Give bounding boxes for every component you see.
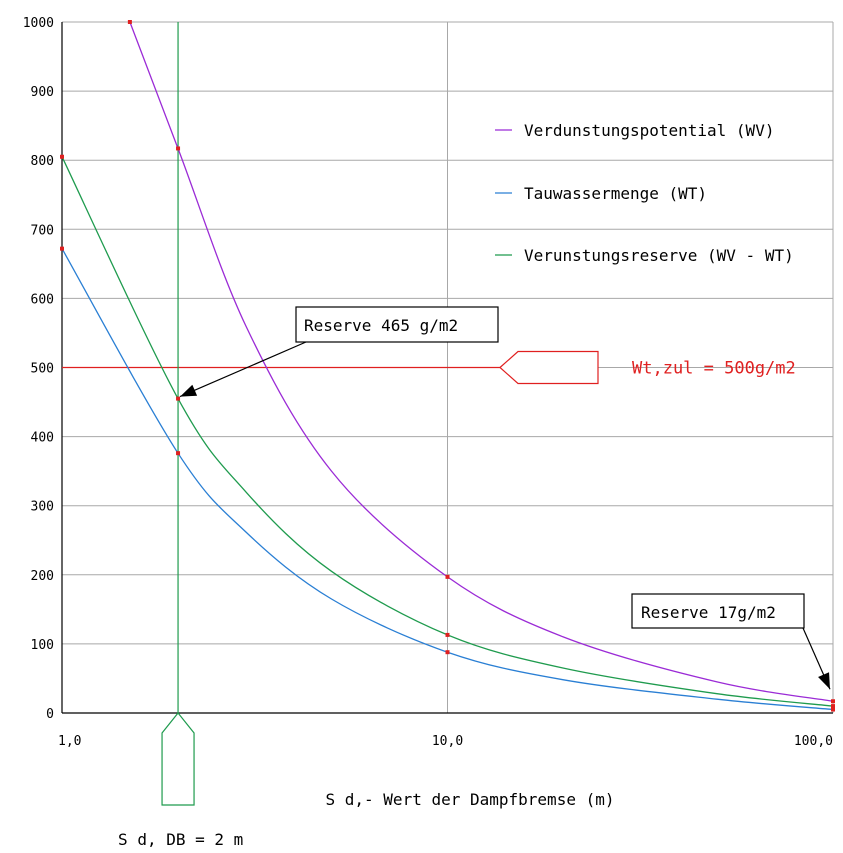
data-point-marker: [176, 146, 181, 151]
y-tick-label: 1000: [23, 16, 54, 31]
series-line-2: [61, 156, 834, 707]
legend-label-2: Verunstungsreserve (WV - WT): [524, 246, 794, 265]
y-tick-label: 800: [31, 154, 54, 169]
data-point-marker: [176, 451, 181, 456]
y-tick-label: 200: [31, 569, 54, 584]
y-tick-label: 100: [31, 638, 54, 653]
y-tick-label: 500: [31, 362, 54, 377]
sd-db-label: S d, DB = 2 m: [118, 830, 243, 849]
series-group: [61, 21, 834, 711]
x-tick-label: 1,0: [58, 734, 81, 749]
data-point-marker: [60, 154, 64, 159]
series-line-0: [129, 21, 834, 702]
annotation-arrowhead-reserve-465: [180, 384, 198, 397]
reference-lines: Wt,zul = 500g/m2 S d, DB = 2 m: [62, 22, 796, 849]
tick-labels: 0 100 200 300 400 500 600 700 800 900 1000 1,0 10,0 1…: [23, 16, 833, 749]
data-point-marker: [831, 704, 835, 709]
data-point-marker: [127, 20, 132, 24]
limit-line-label: Wt,zul = 500g/m2: [632, 359, 796, 379]
annotation-text-reserve-17: Reserve 17g/m2: [641, 603, 776, 622]
annotations: Reserve 465 g/m2 Reserve 17g/m2: [179, 306, 831, 690]
x-tick-label: 10,0: [432, 734, 463, 749]
annotation-box-reserve-17: [631, 593, 805, 629]
data-point-marker: [60, 246, 64, 251]
data-point-marker: [831, 699, 835, 704]
y-tick-label: 300: [31, 500, 54, 515]
markers-group: [60, 20, 835, 712]
data-point-marker: [445, 632, 450, 637]
y-tick-label: 900: [31, 85, 54, 100]
data-point-marker: [176, 396, 181, 401]
data-point-marker: [445, 574, 450, 579]
x-axis-label: S d,- Wert der Dampfbremse (m): [326, 790, 615, 809]
y-tick-label: 0: [46, 707, 54, 722]
legend: Verdunstungspotential (WV) Tauwassermenge…: [495, 121, 794, 265]
legend-label-1: Tauwassermenge (WT): [524, 184, 707, 203]
series-line-1: [61, 248, 834, 711]
annotation-box-reserve-465: [295, 306, 499, 343]
y-tick-label: 600: [31, 292, 54, 307]
annotation-arrowhead-reserve-17: [818, 672, 830, 690]
annotation-arrow-reserve-465: [179, 341, 307, 398]
y-tick-label: 400: [31, 431, 54, 446]
x-tick-label: 100,0: [794, 734, 833, 749]
annotation-text-reserve-465: Reserve 465 g/m2: [304, 316, 458, 335]
y-tick-label: 700: [31, 223, 54, 238]
limit-line-arrow-box: [499, 350, 599, 385]
data-point-marker: [445, 650, 450, 655]
legend-label-0: Verdunstungspotential (WV): [524, 121, 774, 140]
sd-db-arrow-box: [161, 712, 195, 806]
data-point-marker: [831, 707, 835, 712]
